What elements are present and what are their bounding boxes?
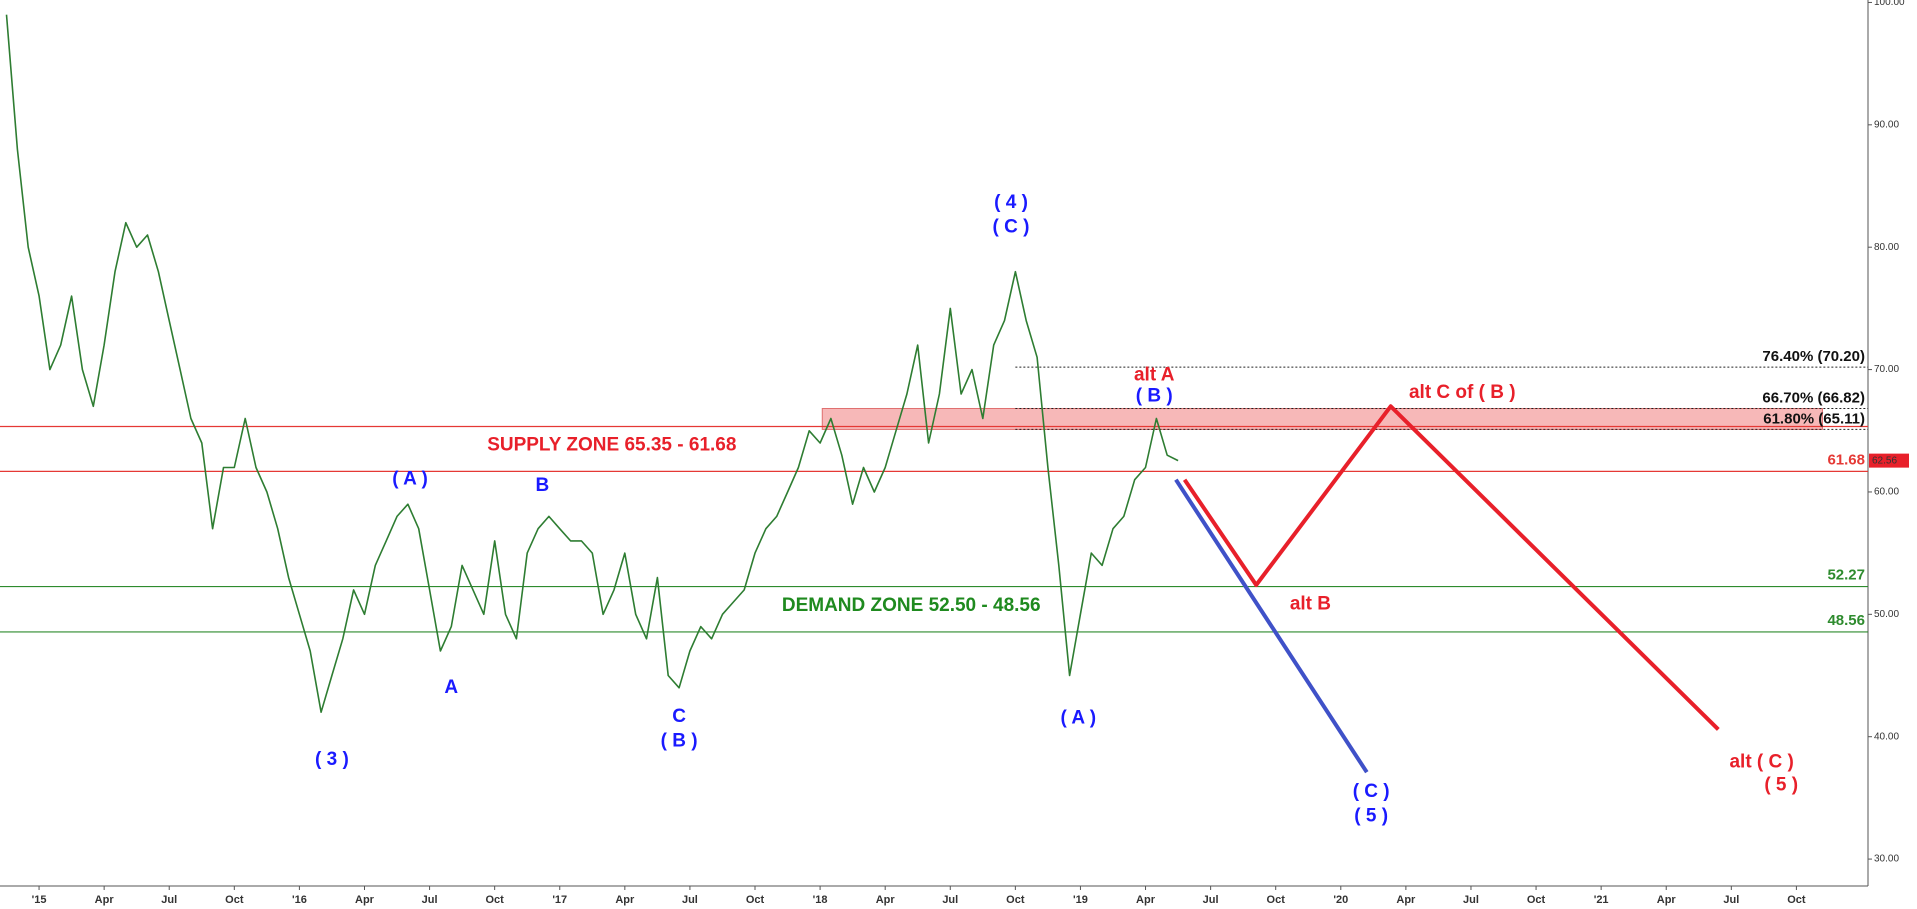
level-label: 48.56 bbox=[1827, 612, 1865, 629]
x-tick-label: '15 bbox=[32, 894, 47, 906]
x-tick-label: Jul bbox=[682, 894, 698, 906]
wave-label: A bbox=[444, 677, 458, 698]
x-tick-label: '21 bbox=[1594, 894, 1609, 906]
wave-label: ( C ) bbox=[993, 217, 1030, 238]
y-tick-label: 100.00 bbox=[1874, 0, 1905, 8]
x-tick-label: '17 bbox=[552, 894, 567, 906]
price-tag bbox=[1869, 453, 1909, 468]
projection-line bbox=[1182, 404, 1720, 731]
price-tag-label: 62.56 bbox=[1872, 455, 1897, 466]
wave-label: DEMAND ZONE 52.50 - 48.56 bbox=[782, 595, 1041, 616]
y-tick-label: 60.00 bbox=[1874, 487, 1899, 498]
x-tick-label: Jul bbox=[942, 894, 958, 906]
projection-line bbox=[1174, 478, 1369, 774]
y-tick-label: 40.00 bbox=[1874, 731, 1899, 742]
price-line bbox=[5, 14, 1179, 713]
x-tick-label: Apr bbox=[615, 894, 635, 906]
x-tick-label: Oct bbox=[1787, 894, 1806, 906]
x-tick-label: Oct bbox=[1006, 894, 1025, 906]
x-tick-label: Apr bbox=[876, 894, 896, 906]
wave-label: ( A ) bbox=[392, 469, 428, 490]
wave-label: ( 5 ) bbox=[1354, 805, 1388, 826]
supply-zone-box bbox=[821, 407, 1823, 430]
x-tick-label: Oct bbox=[225, 894, 244, 906]
y-tick-label: 90.00 bbox=[1874, 119, 1899, 130]
wave-label: alt ( C ) bbox=[1729, 751, 1793, 772]
x-tick-label: Apr bbox=[95, 894, 115, 906]
y-tick-label: 70.00 bbox=[1874, 364, 1899, 375]
x-tick-label: Oct bbox=[746, 894, 765, 906]
x-tick-label: Jul bbox=[1203, 894, 1219, 906]
wave-label: ( 4 ) bbox=[994, 192, 1028, 213]
x-tick-label: Jul bbox=[1723, 894, 1739, 906]
level-label: 61.68 bbox=[1827, 451, 1865, 468]
fib-label: 61.80% (65.11) bbox=[1763, 410, 1865, 427]
wave-label: ( B ) bbox=[1136, 386, 1173, 407]
wave-label: ( 3 ) bbox=[315, 749, 349, 770]
x-tick-label: Apr bbox=[355, 894, 375, 906]
wave-label: ( A ) bbox=[1061, 707, 1097, 728]
plot-area bbox=[0, 0, 1868, 886]
x-tick-label: Jul bbox=[161, 894, 177, 906]
y-tick-label: 30.00 bbox=[1874, 854, 1899, 865]
x-tick-label: Apr bbox=[1657, 894, 1677, 906]
x-tick-label: '20 bbox=[1333, 894, 1348, 906]
x-tick-label: Apr bbox=[1136, 894, 1156, 906]
level-label: 52.27 bbox=[1827, 567, 1865, 584]
wave-label: ( 5 ) bbox=[1764, 775, 1798, 796]
x-tick-label: Jul bbox=[1463, 894, 1479, 906]
x-tick-label: Oct bbox=[1527, 894, 1546, 906]
x-tick-label: '16 bbox=[292, 894, 307, 906]
x-tick-label: '18 bbox=[813, 894, 828, 906]
wave-label: B bbox=[536, 475, 550, 496]
y-tick-label: 50.00 bbox=[1874, 609, 1899, 620]
fib-label: 66.70% (66.82) bbox=[1762, 389, 1865, 406]
wave-label: alt B bbox=[1290, 594, 1331, 615]
x-tick-label: Oct bbox=[485, 894, 504, 906]
x-tick-label: '19 bbox=[1073, 894, 1088, 906]
y-tick-label: 80.00 bbox=[1874, 242, 1899, 253]
wave-label: SUPPLY ZONE 65.35 - 61.68 bbox=[487, 434, 736, 455]
x-tick-label: Apr bbox=[1396, 894, 1416, 906]
fib-label: 76.40% (70.20) bbox=[1762, 348, 1865, 365]
wave-label: alt A bbox=[1134, 365, 1175, 386]
x-tick-label: Oct bbox=[1267, 894, 1286, 906]
wave-label: ( C ) bbox=[1353, 781, 1390, 802]
wave-label: ( B ) bbox=[661, 731, 698, 752]
x-tick-label: Jul bbox=[422, 894, 438, 906]
wave-label: C bbox=[672, 706, 686, 727]
wave-label: alt C of ( B ) bbox=[1409, 382, 1516, 403]
